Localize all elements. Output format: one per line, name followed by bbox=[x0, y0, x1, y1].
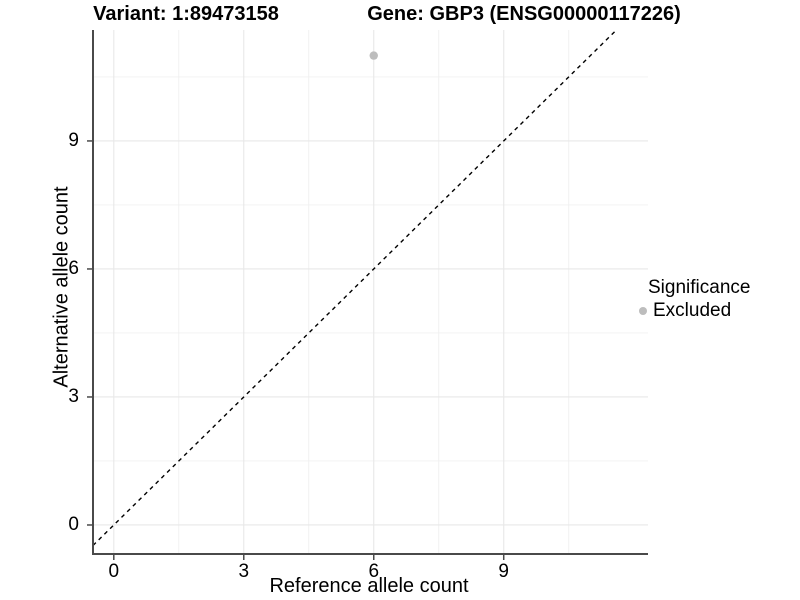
y-axis-title: Alternative allele count bbox=[50, 186, 73, 388]
data-point bbox=[369, 51, 378, 60]
x-tick-label: 9 bbox=[498, 561, 509, 582]
x-axis-title: Reference allele count bbox=[269, 575, 469, 597]
y-tick-label: 9 bbox=[68, 129, 79, 151]
x-tick-label: 3 bbox=[238, 561, 250, 582]
identity-reference-line bbox=[92, 29, 617, 546]
y-tick-label: 6 bbox=[68, 257, 79, 279]
y-tick-label: 0 bbox=[68, 513, 79, 535]
legend-key-point-icon bbox=[639, 307, 647, 315]
y-tick-label: 3 bbox=[68, 385, 79, 407]
variant-title: Variant: 1:89473158 bbox=[93, 3, 279, 25]
legend-item-label: Excluded bbox=[653, 300, 732, 321]
gene-title: Gene: GBP3 (ENSG00000117226) bbox=[367, 3, 681, 25]
legend: Significance Excluded bbox=[630, 276, 750, 322]
legend-item-excluded: Excluded bbox=[639, 300, 750, 322]
x-tick-label: 0 bbox=[108, 561, 120, 582]
x-tick-label: 6 bbox=[368, 561, 380, 582]
legend-title: Significance bbox=[648, 277, 751, 298]
